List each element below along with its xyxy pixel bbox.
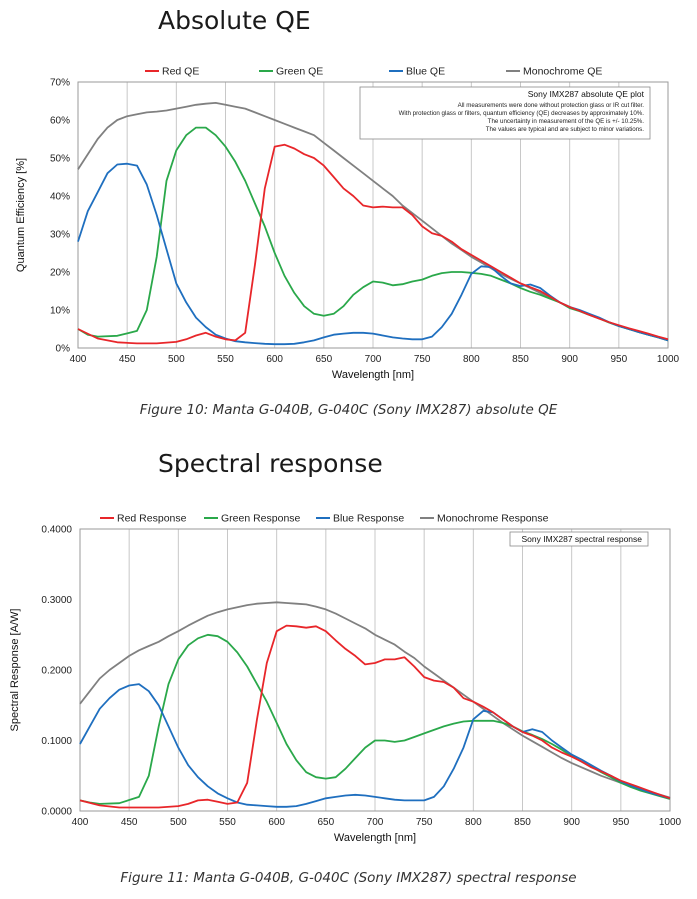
chart-1-caption: Figure 10: Manta G-040B, G-040C (Sony IM… bbox=[139, 402, 558, 418]
x-tick-label: 650 bbox=[315, 354, 332, 365]
x-tick-label: 850 bbox=[512, 354, 529, 365]
note-line: The uncertainty in measurement of the QE… bbox=[488, 118, 645, 125]
legend-label: Monochrome Response bbox=[437, 513, 549, 525]
x-tick-label: 1000 bbox=[659, 817, 682, 828]
legend-label: Red Response bbox=[117, 513, 187, 525]
series-line-blue bbox=[79, 683, 671, 808]
note-title: Sony IMX287 spectral response bbox=[522, 534, 643, 544]
y-tick-label: 30% bbox=[50, 230, 70, 241]
note-title: Sony IMX287 absolute QE plot bbox=[528, 89, 645, 99]
x-tick-label: 750 bbox=[414, 354, 431, 365]
x-tick-label: 650 bbox=[317, 817, 334, 828]
x-tick-label: 800 bbox=[465, 817, 482, 828]
qe-chart: 400 450 500 550 600 650 700 750 800 850 900 950 1000… bbox=[15, 66, 680, 382]
x-tick-label: 550 bbox=[219, 817, 236, 828]
plot-frame bbox=[77, 81, 669, 349]
x-tick-label: 950 bbox=[612, 817, 629, 828]
note-line: With protection glass or filters, quantu… bbox=[399, 110, 645, 117]
y-tick-label: 0.2000 bbox=[41, 666, 72, 677]
y-axis-title: Quantum Efficiency [%] bbox=[15, 158, 27, 272]
series-line-red bbox=[79, 624, 671, 809]
x-tick-label: 550 bbox=[217, 354, 234, 365]
x-tick-label: 400 bbox=[72, 817, 89, 828]
x-tick-label: 750 bbox=[416, 817, 433, 828]
note-line: All measurements were done without prote… bbox=[458, 102, 645, 109]
y-tick-label: 20% bbox=[50, 268, 70, 279]
note-line: The values are typical and are subject t… bbox=[486, 126, 644, 133]
series-line-red bbox=[77, 143, 669, 345]
legend-label: Monochrome QE bbox=[523, 66, 602, 78]
y-tick-label: 70% bbox=[50, 78, 70, 89]
y-tick-label: 60% bbox=[50, 116, 70, 127]
x-axis-title: Wavelength [nm] bbox=[332, 369, 414, 381]
x-tick-label: 500 bbox=[170, 817, 187, 828]
x-tick-label: 450 bbox=[121, 817, 138, 828]
y-tick-label: 0.4000 bbox=[41, 525, 72, 536]
y-tick-label: 50% bbox=[50, 154, 70, 165]
legend-label: Blue Response bbox=[333, 513, 404, 525]
x-tick-label: 850 bbox=[514, 817, 531, 828]
x-tick-label: 950 bbox=[610, 354, 627, 365]
x-tick-label: 900 bbox=[563, 817, 580, 828]
x-tick-label: 900 bbox=[561, 354, 578, 365]
y-tick-label: 0% bbox=[56, 344, 71, 355]
spectral-response-chart: 400 450 500 550 600 650 700 750 800 850 900 950 1000… bbox=[9, 513, 682, 845]
chart-2-caption: Figure 11: Manta G-040B, G-040C (Sony IM… bbox=[120, 870, 577, 886]
y-tick-label: 0.1000 bbox=[41, 736, 72, 747]
x-tick-label: 450 bbox=[119, 354, 136, 365]
legend-label: Blue QE bbox=[406, 66, 445, 78]
x-tick-label: 700 bbox=[365, 354, 382, 365]
note-box bbox=[509, 531, 649, 547]
x-tick-label: 1000 bbox=[657, 354, 680, 365]
y-tick-label: 0.0000 bbox=[41, 807, 72, 818]
x-tick-label: 700 bbox=[367, 817, 384, 828]
x-tick-label: 400 bbox=[70, 354, 87, 365]
plot-frame bbox=[79, 528, 671, 812]
y-axis-title: Spectral Response [A/W] bbox=[9, 609, 21, 732]
x-tick-label: 800 bbox=[463, 354, 480, 365]
x-tick-label: 600 bbox=[266, 354, 283, 365]
x-tick-label: 600 bbox=[268, 817, 285, 828]
y-tick-label: 10% bbox=[50, 306, 70, 317]
y-tick-label: 40% bbox=[50, 192, 70, 203]
legend-label: Green QE bbox=[276, 66, 323, 78]
note-box bbox=[359, 86, 651, 140]
legend-label: Green Response bbox=[221, 513, 301, 525]
legend-label: Red QE bbox=[162, 66, 199, 78]
chart-2-heading: Spectral response bbox=[158, 449, 383, 478]
chart-1-heading: Absolute QE bbox=[158, 6, 311, 35]
x-axis-title: Wavelength [nm] bbox=[334, 832, 416, 844]
y-tick-label: 0.3000 bbox=[41, 595, 72, 606]
x-tick-label: 500 bbox=[168, 354, 185, 365]
series-line-mono bbox=[79, 601, 671, 799]
